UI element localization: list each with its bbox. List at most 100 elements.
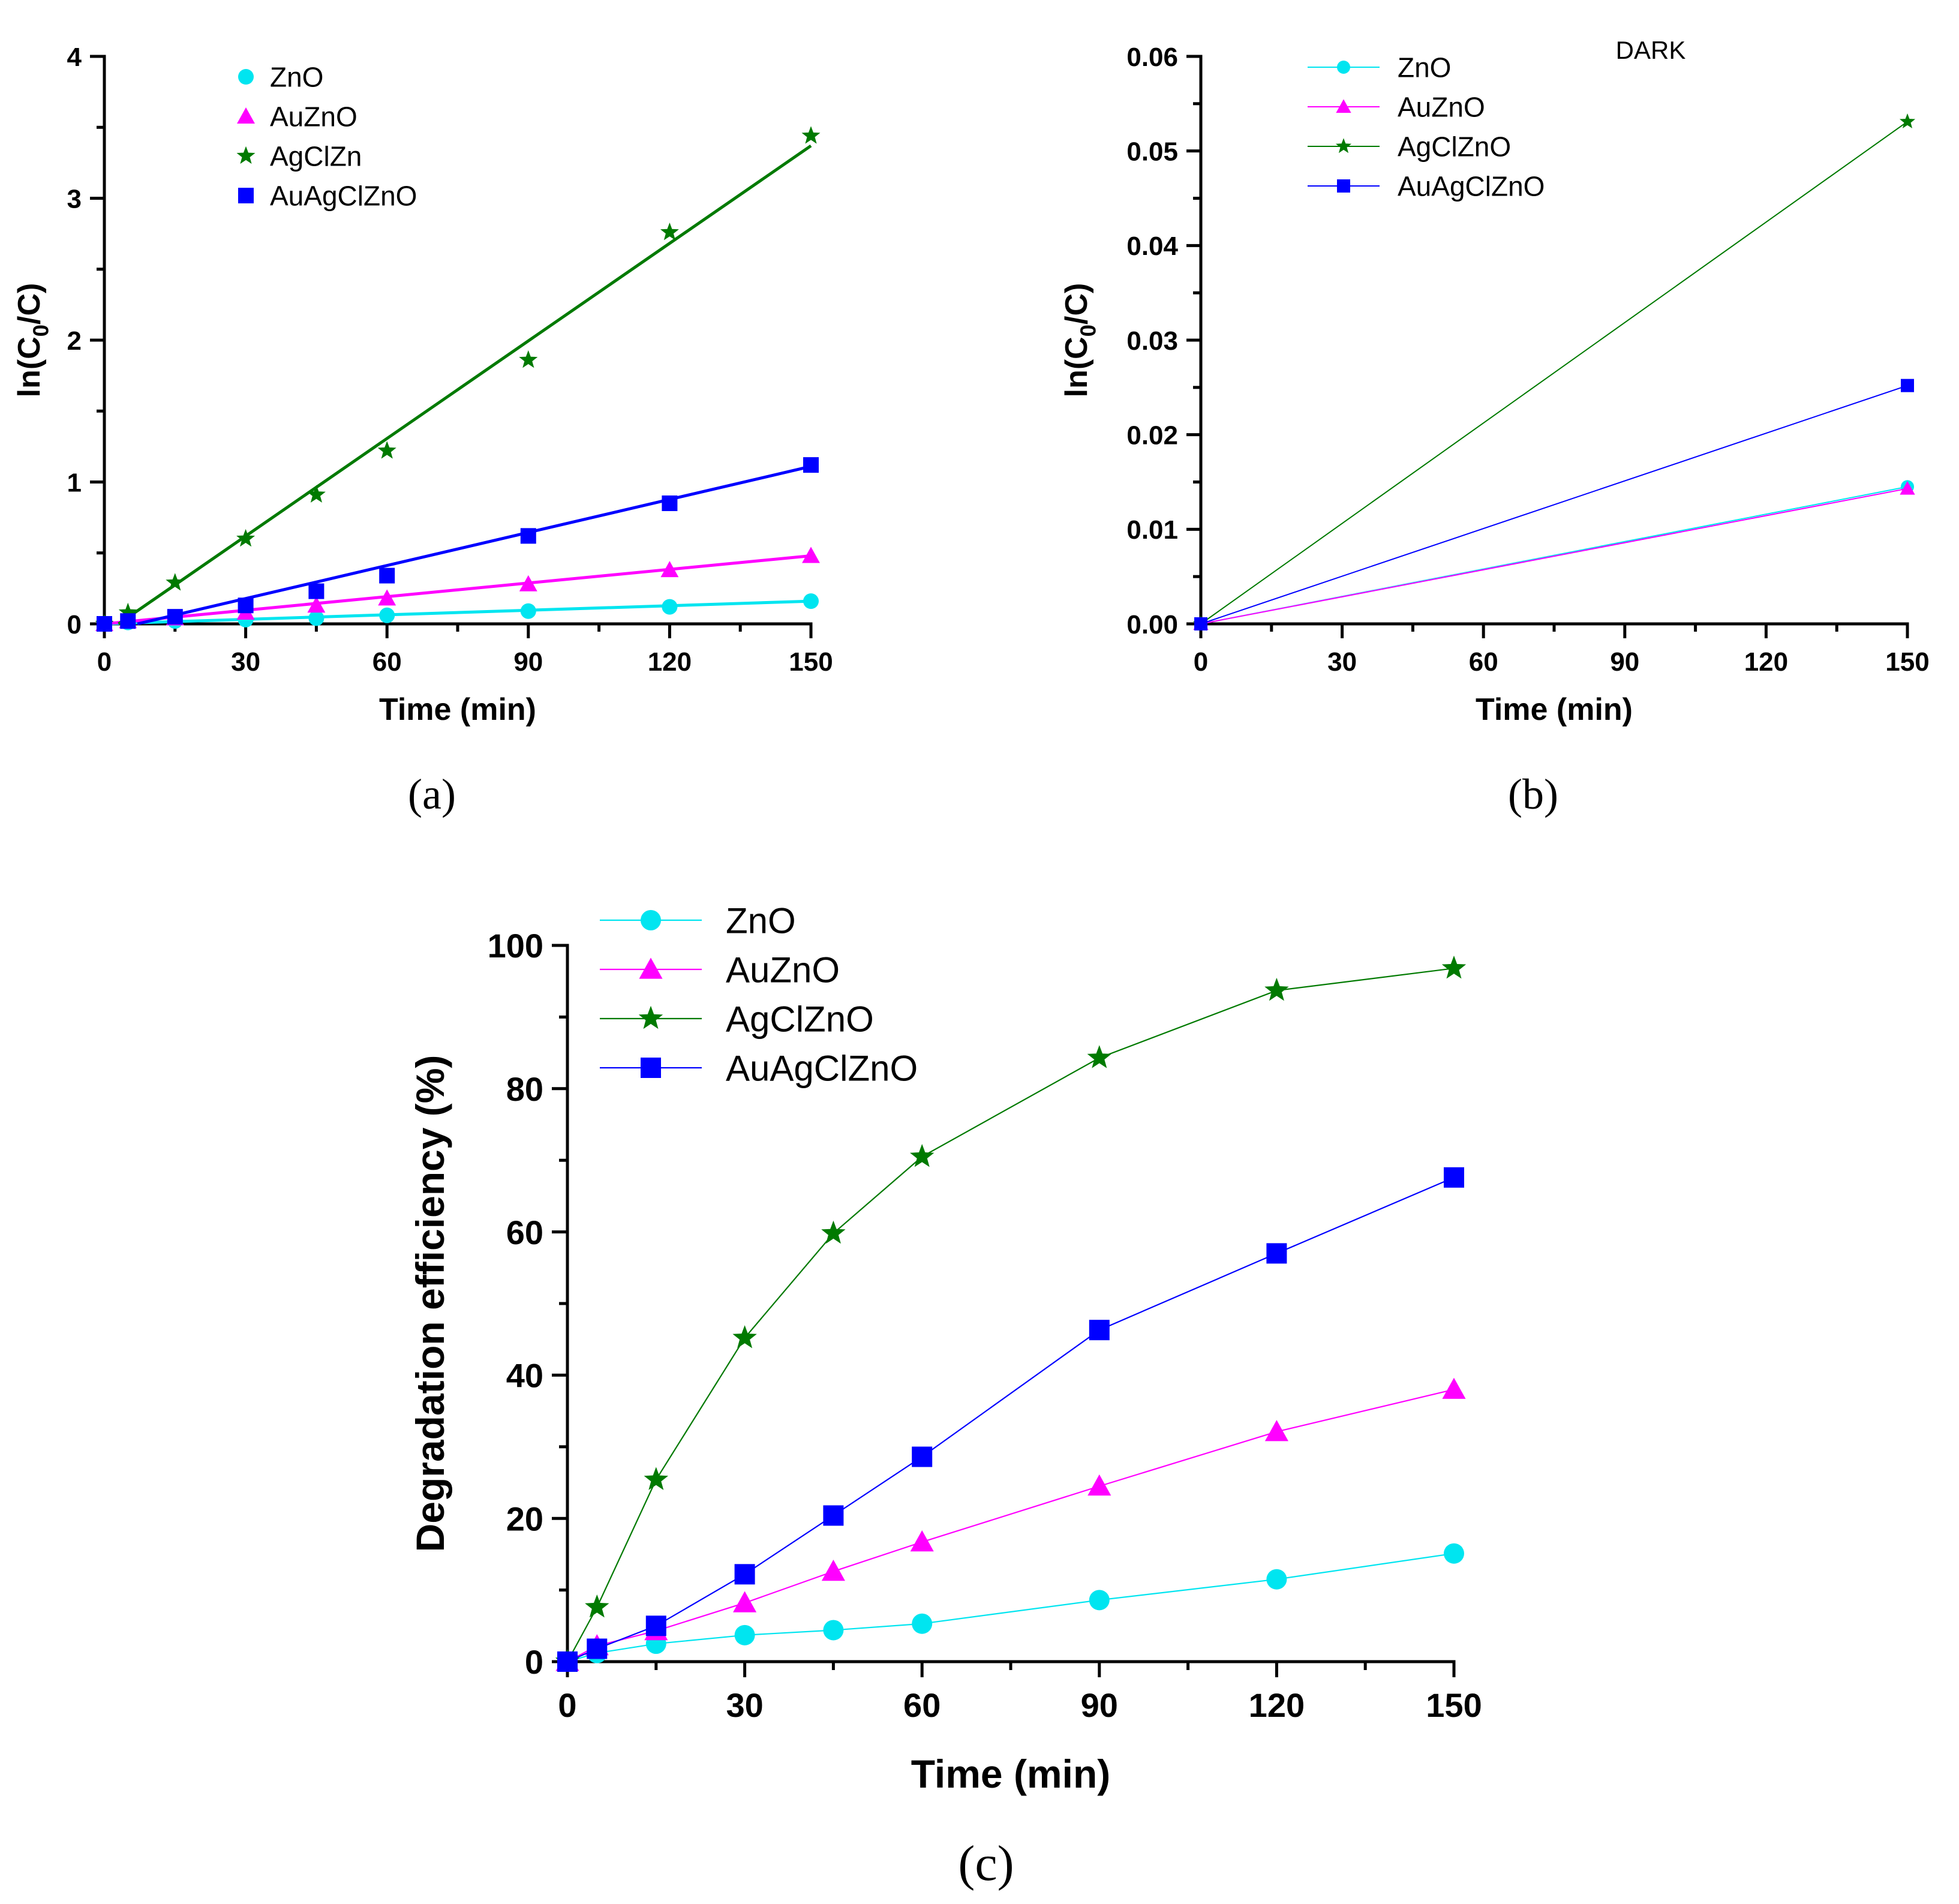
legend-marker-auzno	[1336, 99, 1351, 113]
data-point-agclzn	[166, 573, 185, 591]
data-point-zno	[1266, 1569, 1287, 1590]
legend-marker-auagclzno	[641, 1058, 661, 1078]
data-point-auagclzno	[379, 567, 395, 584]
x-tick-label: 150	[789, 647, 833, 677]
y-axis-label: Degradation efficiency (%)	[408, 1055, 452, 1552]
fit-line-zno	[104, 599, 812, 626]
data-point-auzno	[1264, 1420, 1288, 1441]
y-tick-label: 60	[506, 1214, 543, 1251]
data-point-auagclzno	[1266, 1243, 1287, 1264]
data-point-agclzn	[519, 350, 538, 368]
x-tick-label: 60	[1469, 647, 1498, 677]
x-tick-label: 120	[1744, 647, 1788, 677]
data-point-agclzno	[821, 1220, 846, 1244]
data-point-auagclzno	[587, 1638, 608, 1659]
data-point-agclzn	[236, 528, 256, 547]
data-point-agclzno	[585, 1594, 609, 1618]
legend-label-auzno: AuZnO	[726, 950, 840, 990]
y-tick-label: 0.03	[1126, 326, 1178, 356]
data-point-auzno	[1900, 480, 1915, 495]
data-point-auagclzno	[662, 495, 678, 511]
data-point-agclzno	[1264, 978, 1289, 1001]
x-tick-label: 120	[1249, 1686, 1305, 1724]
data-point-zno	[379, 607, 395, 623]
x-tick-label: 60	[372, 647, 402, 677]
data-point-auzno	[1442, 1377, 1466, 1399]
data-point-auagclzno	[1194, 617, 1207, 630]
data-point-auzno	[378, 589, 396, 606]
data-point-agclzn	[377, 441, 396, 459]
y-axis-label-tail: /C)	[12, 283, 47, 325]
legend-marker-agclzno	[638, 1005, 663, 1029]
data-point-agclzno	[1441, 956, 1467, 979]
x-axis-label: Time (min)	[379, 692, 536, 727]
legend-label-auagclzno: AuAgClZnO	[1398, 171, 1545, 202]
x-tick-label: 90	[1081, 1686, 1118, 1724]
data-point-auagclzno	[1901, 379, 1914, 392]
legend-label-auagclzno: AuAgClZnO	[726, 1049, 918, 1089]
y-tick-label: 0.04	[1126, 232, 1178, 261]
y-tick-label: 1	[67, 468, 82, 497]
legend-marker-auagclzno	[238, 188, 254, 203]
data-point-auagclzno	[308, 583, 325, 599]
data-point-auzno	[307, 596, 326, 613]
data-point-agclzn	[118, 602, 137, 621]
legend-marker-agclzno	[1335, 138, 1352, 154]
legend-label-zno: ZnO	[1398, 52, 1451, 83]
data-point-agclzn	[307, 485, 326, 503]
data-point-zno	[912, 1613, 933, 1634]
legend: ZnO AuZnO AgClZn AuAgClZnO	[236, 62, 417, 212]
y-tick-label: 0	[67, 610, 82, 639]
panel-label-a: (a)	[408, 770, 456, 818]
data-point-auagclzno	[645, 1615, 666, 1636]
data-point-agclzn	[801, 126, 821, 144]
y-axis-label-subscript: 0	[1076, 325, 1101, 337]
y-tick-label: 2	[67, 326, 82, 356]
data-point-zno	[520, 603, 536, 619]
data-point-auagclzno	[120, 613, 136, 629]
legend-label-auagclzno: AuAgClZnO	[270, 181, 417, 212]
data-point-agclzno	[732, 1325, 757, 1349]
data-point-auzno	[802, 546, 820, 563]
fit-line-agcl	[118, 144, 812, 626]
x-tick-label: 30	[231, 647, 260, 677]
series-line-auagclzno	[1200, 385, 1908, 624]
legend-label-zno: ZnO	[270, 62, 323, 93]
y-axis-label-main: ln(C	[1059, 337, 1094, 397]
data-point-zno	[662, 599, 678, 615]
x-tick-label: 30	[1327, 647, 1357, 677]
legend-label-agclzno: AgClZnO	[1398, 131, 1511, 163]
data-point-agclzno	[910, 1144, 935, 1167]
panel-label-b: (b)	[1508, 770, 1558, 818]
legend-marker-auzno	[237, 107, 255, 124]
data-point-auagclzno	[238, 597, 254, 614]
legend-label-auzno: AuZnO	[1398, 92, 1485, 123]
x-axis-label: Time (min)	[911, 1752, 1110, 1796]
data-point-zno	[1089, 1590, 1110, 1611]
y-axis-label-main: ln(C	[12, 337, 47, 397]
chart-c: 0 30 60 90 120 150 0 20 40 60 80 100 Time (min) Degra…	[408, 901, 1482, 1891]
x-tick-label: 0	[97, 647, 112, 677]
y-tick-label: 0.05	[1126, 137, 1178, 167]
legend-marker-auagclzno	[1337, 179, 1350, 193]
legend: ZnO AuZnO AgClZnO AuAgClZnO	[600, 901, 918, 1089]
legend-label-zno: ZnO	[726, 901, 796, 941]
y-tick-label: 0.06	[1126, 43, 1178, 72]
data-point-auagclzno	[557, 1651, 578, 1672]
data-point-zno	[734, 1624, 755, 1645]
data-point-zno	[823, 1620, 844, 1641]
y-axis-label: ln(C0/C)	[1059, 283, 1101, 398]
series-line-auzno	[1200, 488, 1908, 624]
legend-label-auzno: AuZnO	[270, 101, 357, 133]
legend-marker-zno	[641, 910, 661, 930]
annotation-dark: DARK	[1616, 36, 1686, 64]
data-point-zno	[308, 610, 325, 626]
y-tick-label: 4	[67, 43, 82, 72]
data-point-auagclzno	[1089, 1320, 1110, 1341]
x-axis-label: Time (min)	[1476, 692, 1633, 727]
y-tick-label: 0	[525, 1643, 543, 1681]
fit-line-auzno	[104, 554, 812, 626]
legend-label-agclzno: AgClZnO	[726, 999, 874, 1040]
